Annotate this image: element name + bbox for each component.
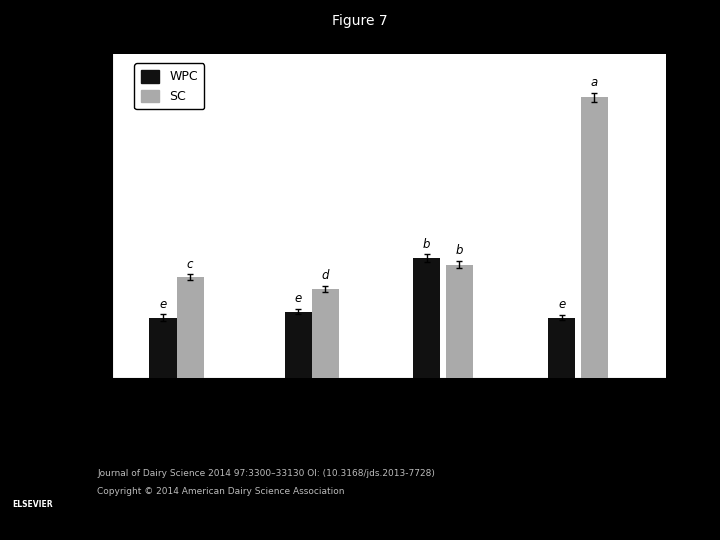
Text: non-MRP: non-MRP (149, 392, 204, 404)
Bar (312, 289, 339, 378)
Text: wMRP: wMRP (426, 418, 460, 431)
Text: Fermented: Fermented (411, 405, 474, 418)
Bar (150, 318, 176, 378)
Text: H10: H10 (414, 392, 439, 404)
Bar (284, 312, 312, 378)
Text: a: a (590, 76, 598, 89)
Text: MRP: MRP (298, 392, 325, 404)
Y-axis label: Reduction rate of micellar cholesterol solubility (%): Reduction rate of micellar cholesterol s… (69, 55, 82, 377)
Text: H9: H9 (585, 392, 603, 404)
Bar (549, 318, 575, 378)
Text: cMRP: cMRP (562, 418, 594, 431)
Text: ELSEVIER: ELSEVIER (12, 501, 53, 509)
Text: c: c (186, 258, 193, 271)
Text: H11: H11 (446, 392, 472, 404)
Bar (413, 258, 440, 378)
Text: b: b (455, 244, 463, 257)
Bar (446, 265, 472, 378)
Bar (176, 277, 204, 378)
Text: d: d (322, 269, 329, 282)
Text: e: e (558, 298, 565, 311)
Text: Figure 7: Figure 7 (332, 14, 388, 28)
Text: Copyright © 2014 American Dairy Science Association: Copyright © 2014 American Dairy Science … (97, 487, 345, 496)
Text: e: e (159, 298, 166, 310)
Legend: WPC, SC: WPC, SC (135, 64, 204, 110)
Bar (581, 97, 608, 378)
Text: Fermented: Fermented (546, 405, 610, 418)
Text: H4: H4 (553, 392, 570, 404)
Text: e: e (294, 292, 302, 305)
Text: b: b (423, 238, 431, 251)
Text: Journal of Dairy Science 2014 97:3300–33130 OI: (10.3168/jds.2013-7728): Journal of Dairy Science 2014 97:3300–33… (97, 469, 435, 478)
